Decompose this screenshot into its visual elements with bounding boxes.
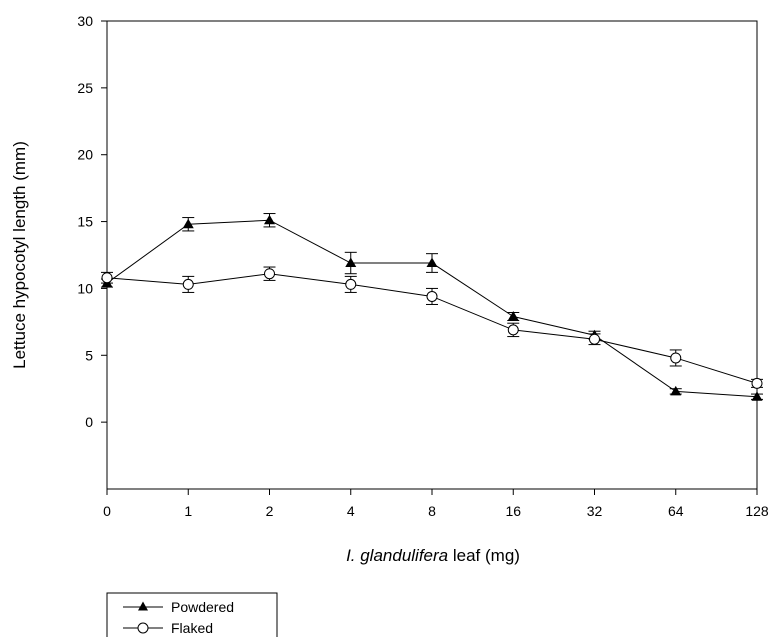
x-tick-label-4: 4 (347, 503, 355, 519)
point-powdered-3 (345, 257, 357, 268)
y-tick-label-15: 15 (77, 214, 93, 230)
point-flaked-0 (101, 272, 113, 284)
x-tick-label-2: 2 (266, 503, 274, 519)
y-tick-label-10: 10 (77, 280, 93, 296)
point-powdered-5 (507, 311, 519, 321)
point-flaked-3 (345, 278, 357, 290)
point-flaked-6 (589, 333, 600, 345)
x-tick-label-16: 16 (505, 503, 521, 519)
point-flaked-1 (182, 278, 194, 290)
point-flaked-2 (264, 268, 275, 280)
y-axis-label: Lettuce hypocotyl length (mm) (10, 141, 29, 369)
point-powdered-8 (751, 391, 763, 401)
y-tick-label-5: 5 (85, 347, 93, 363)
point-powdered-2 (264, 214, 275, 225)
point-powdered-1 (182, 218, 194, 229)
x-axis-label-italic: I. glandulifera (346, 546, 448, 565)
x-tick-label-1: 1 (184, 503, 192, 519)
series-line-powdered (106, 219, 758, 398)
y-axis: 0 5 10 15 20 25 30 (77, 13, 107, 430)
x-axis-label: I. glandulifera leaf (mg) (346, 546, 520, 565)
series-flaked (101, 266, 763, 389)
x-tick-label-0: 0 (103, 503, 111, 519)
x-tick-label-8: 8 (428, 503, 436, 519)
point-flaked-7 (670, 352, 682, 364)
point-flaked-8 (751, 377, 763, 389)
legend: Powdered Flaked (106, 592, 278, 637)
y-tick-label-20: 20 (77, 147, 93, 163)
x-tick-label-32: 32 (587, 503, 603, 519)
x-tick-label-64: 64 (668, 503, 684, 519)
legend-label-powdered: Powdered (171, 599, 234, 615)
point-powdered-4 (426, 257, 438, 268)
x-axis: 0 1 2 4 8 16 32 64 128 (103, 489, 769, 519)
y-tick-label-30: 30 (77, 13, 93, 29)
point-flaked-5 (507, 324, 519, 336)
legend-label-flaked: Flaked (171, 620, 213, 636)
series-layer (101, 213, 763, 401)
legend-box (106, 592, 278, 637)
x-axis-label-rest: leaf (mg) (448, 546, 520, 565)
point-flaked-4 (426, 290, 438, 302)
legend-marker-powdered (138, 601, 148, 611)
point-powdered-7 (670, 385, 682, 396)
y-tick-label-25: 25 (77, 80, 93, 96)
legend-marker-flaked (137, 622, 149, 634)
x-tick-label-128: 128 (745, 503, 769, 519)
series-powdered (101, 213, 763, 401)
y-tick-label-0: 0 (85, 414, 93, 430)
